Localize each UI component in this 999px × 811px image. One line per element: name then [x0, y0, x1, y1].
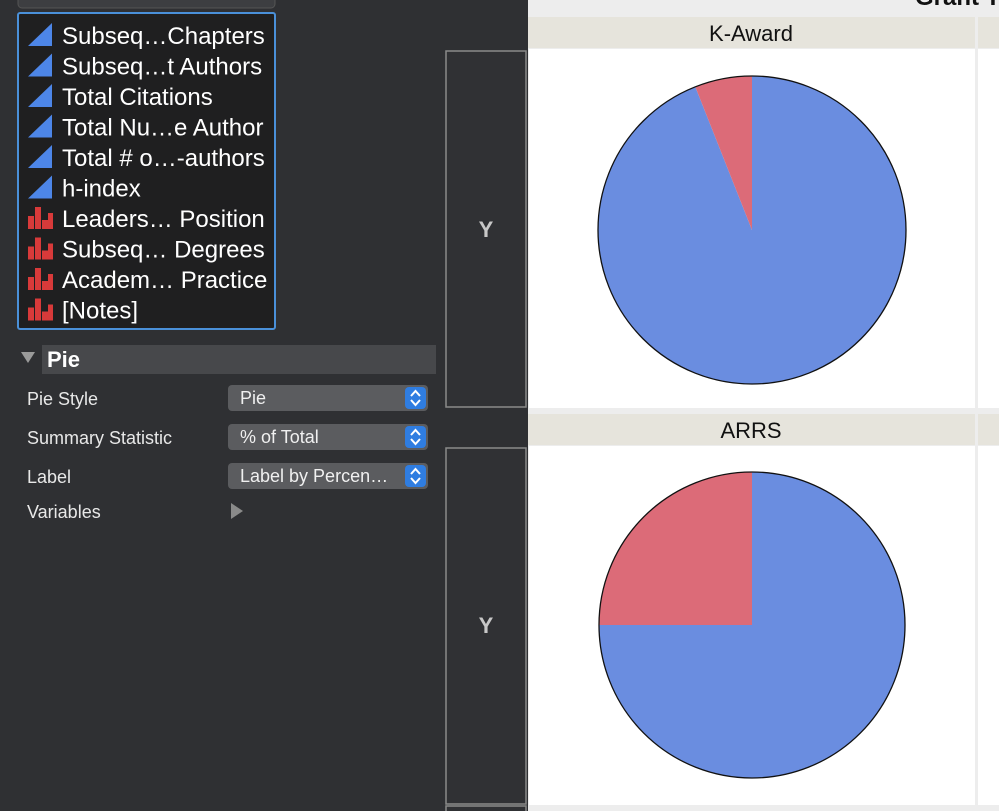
panel-title: K-Award [709, 21, 793, 46]
nominal-icon [48, 304, 53, 321]
nominal-icon [42, 250, 48, 260]
variable-list[interactable] [17, 12, 276, 330]
continuous-icon [28, 23, 52, 46]
nominal-icon [42, 281, 48, 290]
nominal-icon [48, 213, 53, 229]
variable-name[interactable]: Subseq… Degrees [62, 237, 265, 264]
pie-slice [599, 472, 752, 625]
select-arrows [410, 428, 421, 446]
drop-zone-label: Y [479, 217, 494, 242]
variable-name[interactable]: Subseq…Chapters [62, 23, 265, 50]
nominal-icon [28, 246, 34, 260]
continuous-icon [28, 84, 52, 107]
variable-name[interactable]: Total Nu…e Author [62, 115, 263, 142]
select-box[interactable] [228, 463, 428, 489]
option-label: Summary Statistic [27, 428, 172, 448]
section-title: Pie [47, 347, 80, 372]
pie-slice [695, 76, 752, 230]
variable-name[interactable]: Total Citations [62, 84, 213, 111]
variable-name[interactable]: h-index [62, 176, 141, 203]
select-value: Pie [240, 388, 266, 408]
pie-outline [598, 471, 906, 779]
search-box[interactable] [17, 0, 276, 9]
variables-expander[interactable] [231, 503, 243, 519]
pie-outline [597, 75, 907, 385]
continuous-icon [28, 175, 52, 199]
variable-name[interactable]: Leaders… Position [62, 206, 265, 233]
continuous-icon [28, 53, 52, 77]
nominal-icon [28, 277, 34, 290]
variable-name[interactable]: [Notes] [62, 298, 138, 325]
plot-cell [978, 446, 999, 805]
nominal-icon [48, 274, 53, 290]
select-arrow-box [405, 426, 426, 448]
disclosure-triangle[interactable] [21, 352, 35, 363]
select-box[interactable] [228, 385, 428, 411]
select-arrows [410, 389, 421, 407]
variables-label: Variables [27, 502, 101, 522]
panel-header [978, 17, 999, 48]
panel-title: ARRS [720, 418, 781, 443]
continuous-icon [28, 114, 52, 138]
nominal-icon [42, 311, 48, 321]
nominal-icon [48, 243, 53, 260]
option-label: Pie Style [27, 389, 98, 409]
nominal-icon [28, 307, 34, 321]
variable-name[interactable]: Subseq…t Authors [62, 54, 262, 81]
select-value: Label by Percen… [240, 466, 388, 486]
nominal-icon [42, 220, 48, 229]
drop-zone[interactable] [445, 447, 527, 805]
select-arrows [410, 467, 421, 485]
nominal-icon [28, 216, 34, 229]
select-box[interactable] [228, 424, 428, 450]
plot-cell [978, 49, 999, 408]
drop-zone[interactable] [445, 50, 527, 408]
drop-zone-label: Y [479, 613, 494, 638]
panel-header [528, 17, 975, 48]
select-value: % of Total [240, 427, 319, 447]
group-title: Grant T [915, 0, 999, 11]
option-label: Label [27, 467, 71, 487]
continuous-icon [28, 145, 52, 168]
section-header [42, 345, 436, 374]
panel-header [528, 414, 975, 445]
nominal-icon [35, 268, 41, 290]
variable-name[interactable]: Total # o…-authors [62, 145, 265, 172]
nominal-icon [35, 207, 41, 229]
select-arrow-box [405, 465, 426, 487]
variable-name[interactable]: Academ… Practice [62, 267, 267, 294]
drop-zone[interactable] [445, 805, 527, 811]
nominal-icon [35, 298, 41, 321]
select-arrow-box [405, 387, 426, 409]
panel-header [978, 414, 999, 445]
nominal-icon [35, 237, 41, 260]
